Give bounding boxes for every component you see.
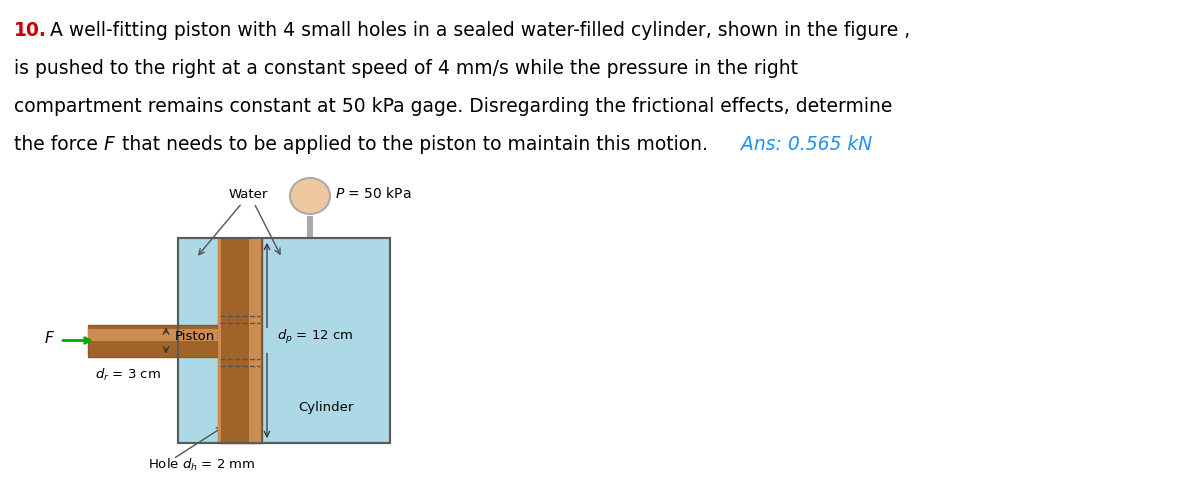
Text: $d_p$ = 12 cm: $d_p$ = 12 cm — [278, 328, 353, 347]
Ellipse shape — [291, 178, 330, 214]
Text: Hole $d_h$ = 2 mm: Hole $d_h$ = 2 mm — [148, 457, 255, 473]
Text: $P$ = 50 kPa: $P$ = 50 kPa — [334, 186, 412, 202]
Bar — [88, 329, 218, 341]
Bar — [218, 238, 262, 443]
Bar — [307, 216, 313, 238]
Bar — [178, 238, 390, 443]
Text: is pushed to the right at a constant speed of 4 mm/s while the pressure in the r: is pushed to the right at a constant spe… — [14, 59, 798, 78]
Text: F: F — [103, 135, 114, 154]
Bar — [218, 238, 221, 443]
Text: 10.: 10. — [14, 21, 47, 40]
Text: A well-fitting piston with 4 small holes in a sealed water-filled cylinder, show: A well-fitting piston with 4 small holes… — [50, 21, 910, 40]
Bar — [249, 238, 262, 443]
Text: compartment remains constant at 50 kPa gage. Disregarding the frictional effects: compartment remains constant at 50 kPa g… — [14, 97, 892, 116]
Text: F: F — [44, 331, 53, 346]
Bar — [88, 324, 218, 356]
Text: Cylinder: Cylinder — [299, 401, 353, 415]
Text: the force: the force — [14, 135, 104, 154]
Text: Water: Water — [229, 188, 268, 201]
Bar — [178, 238, 390, 443]
Text: that needs to be applied to the piston to maintain this motion.: that needs to be applied to the piston t… — [116, 135, 714, 154]
Text: $d_r$ = 3 cm: $d_r$ = 3 cm — [95, 366, 161, 383]
Text: Ans: 0.565 kN: Ans: 0.565 kN — [741, 135, 872, 154]
Text: Piston: Piston — [174, 330, 215, 343]
